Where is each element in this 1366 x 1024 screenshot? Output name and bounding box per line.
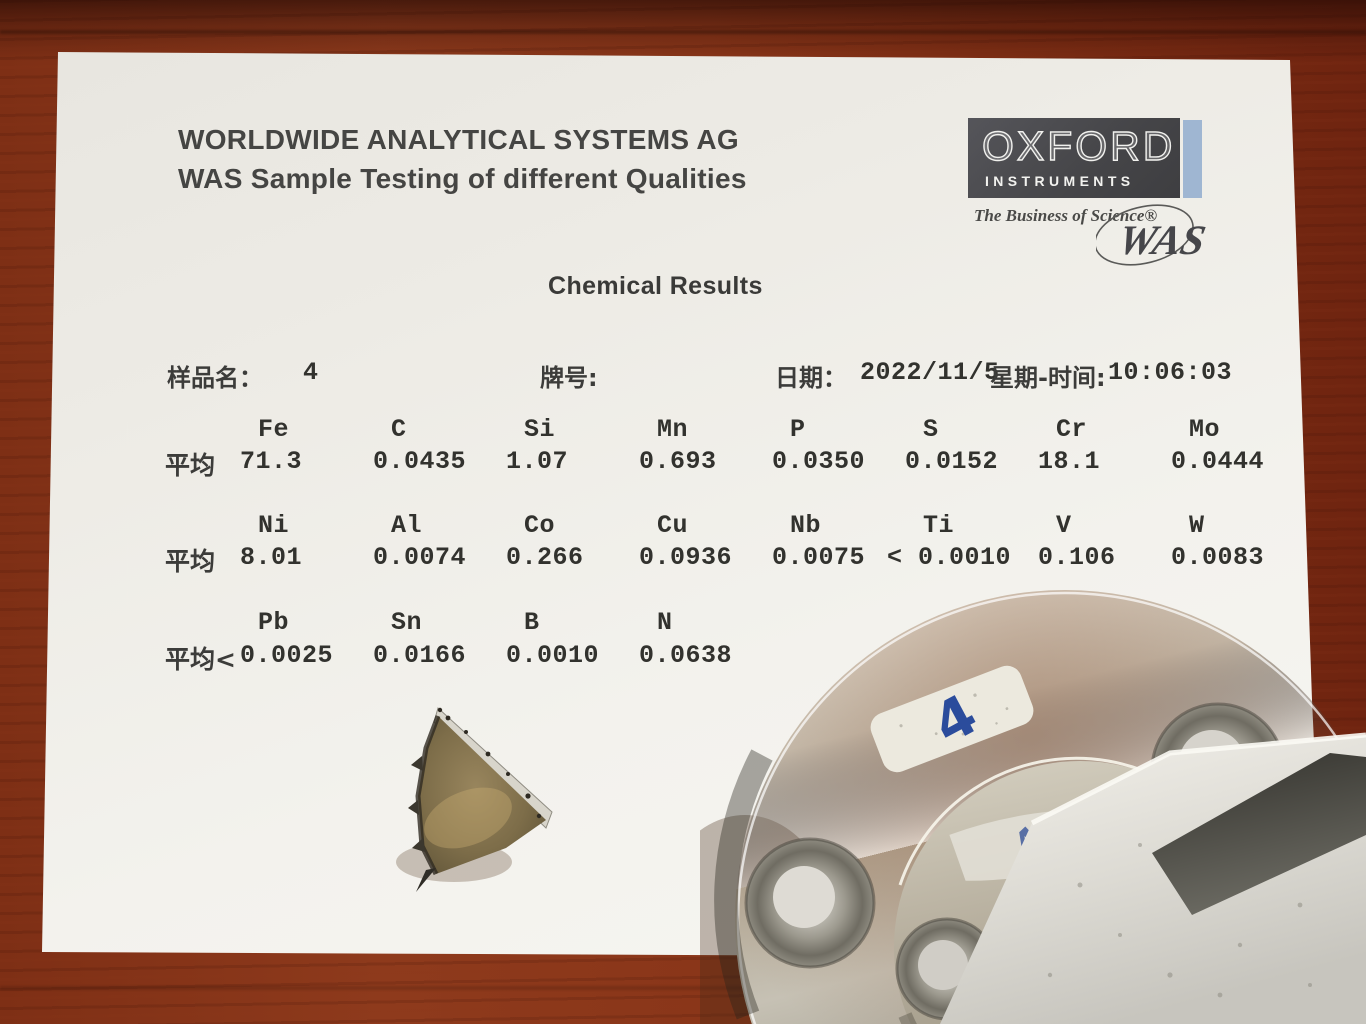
element-header-row: Fe C Si Mn P S Cr Mo xyxy=(210,415,1274,444)
logo-box xyxy=(968,118,1180,198)
sticker-label xyxy=(870,665,1034,773)
metal-sample-wedge xyxy=(396,707,553,892)
average-value-row: 平均< 0.0025 0.0166 0.0010 0.0638 xyxy=(165,641,742,674)
element-value: 0.0074 xyxy=(373,543,467,572)
sample-name-value: 4 xyxy=(303,358,319,387)
element-symbol: Mo xyxy=(1189,415,1221,444)
overlapping-grey-object xyxy=(940,732,1366,1024)
grey-object-speckles xyxy=(1047,843,1312,998)
element-value: 0.266 xyxy=(506,543,584,572)
logo-blue-bar xyxy=(1183,120,1202,198)
element-value: 0.0936 xyxy=(639,543,733,572)
average-label: 平均 xyxy=(165,547,216,576)
element-value: < 0.0010 xyxy=(887,543,1012,572)
element-symbol: N xyxy=(657,608,673,637)
element-header-row: Pb Sn B N xyxy=(210,608,742,637)
element-symbol: V xyxy=(1056,511,1072,540)
wood-grain-streak xyxy=(0,986,1366,990)
element-value: 8.01 xyxy=(240,543,303,572)
wood-grain-streak xyxy=(0,30,1366,34)
element-value: 0.0166 xyxy=(373,641,467,670)
logo-sub-text: INSTRUMENTS xyxy=(985,173,1135,189)
flange-rim-highlight xyxy=(736,591,1366,1024)
element-header-row: Ni Al Co Cu Nb Ti V W xyxy=(210,511,1274,540)
logo-tagline: The Business of Science® xyxy=(974,206,1158,225)
element-symbol: Ti xyxy=(923,511,955,540)
element-symbol: C xyxy=(391,415,407,444)
element-value: 1.07 xyxy=(506,447,569,476)
weekday-time-label: 星期-时间: xyxy=(990,364,1106,392)
average-value-row: 平均 8.01 0.0074 0.266 0.0936 0.0075 < 0.0… xyxy=(165,543,1274,576)
wedge-sheen xyxy=(424,787,512,849)
logo-brand-text: OXFORD xyxy=(981,122,1176,169)
element-symbol: B xyxy=(524,608,540,637)
element-value: 0.0638 xyxy=(639,641,733,670)
element-symbol: Co xyxy=(524,511,556,540)
element-symbol: Nb xyxy=(790,511,822,540)
element-value: 0.0083 xyxy=(1171,543,1265,572)
wedge-face xyxy=(418,716,546,874)
element-value: 18.1 xyxy=(1038,447,1101,476)
was-ellipse xyxy=(1096,204,1194,266)
element-symbol: P xyxy=(790,415,806,444)
element-symbol: Cu xyxy=(657,511,689,540)
page-title: Chemical Results xyxy=(548,272,763,300)
grey-object-edge-highlight xyxy=(1030,732,1366,826)
element-symbol: Mn xyxy=(657,415,689,444)
element-value: 0.0010 xyxy=(506,641,600,670)
element-symbol: Cr xyxy=(1056,415,1088,444)
element-symbol: Al xyxy=(391,511,423,540)
element-value: 0.0350 xyxy=(772,447,866,476)
element-symbol: W xyxy=(1189,511,1205,540)
element-symbol: Ni xyxy=(258,511,290,540)
average-value-row: 平均 71.3 0.0435 1.07 0.693 0.0350 0.0152 … xyxy=(165,447,1274,480)
wedge-burn-specks xyxy=(437,707,542,819)
was-logo: WAS xyxy=(1096,204,1209,266)
report-subtitle: WAS Sample Testing of different Qualitie… xyxy=(178,163,747,194)
flange-dark-reflection xyxy=(714,749,773,1020)
date-value: 2022/11/5 xyxy=(860,358,1000,387)
element-value: 71.3 xyxy=(240,447,303,476)
sample-number-sticker: 4 xyxy=(870,665,1034,773)
was-letters: WAS xyxy=(1114,217,1209,263)
flange-hole xyxy=(744,837,876,969)
sample-name-label: 样品名： xyxy=(167,364,263,392)
element-value: 0.0444 xyxy=(1171,447,1265,476)
element-value: 0.0435 xyxy=(373,447,467,476)
element-symbol: Pb xyxy=(258,608,290,637)
element-value: 0.0075 xyxy=(772,543,866,572)
element-value: 0.0152 xyxy=(905,447,999,476)
grade-label: 牌号: xyxy=(540,364,598,392)
sticker-speckles xyxy=(899,693,1009,736)
date-label: 日期： xyxy=(775,364,847,392)
metal-flange-part: 4 4 xyxy=(700,590,1366,1024)
element-symbol: Sn xyxy=(391,608,423,637)
element-value: 0.693 xyxy=(639,447,717,476)
element-value: 0.0025 xyxy=(240,641,334,670)
element-symbol: S xyxy=(923,415,939,444)
wedge-jagged-edge xyxy=(408,756,425,852)
grey-object-dark-band xyxy=(1152,753,1366,915)
average-label: 平均 xyxy=(165,451,216,480)
element-value: 0.106 xyxy=(1038,543,1116,572)
element-symbol: Si xyxy=(524,415,556,444)
average-label-less-than: 平均< xyxy=(165,645,236,674)
time-value: 10:06:03 xyxy=(1108,358,1233,387)
element-symbol: Fe xyxy=(258,415,290,444)
wedge-dark-rim xyxy=(415,715,441,876)
wedge-tip xyxy=(416,868,436,892)
company-name: WORLDWIDE ANALYTICAL SYSTEMS AG xyxy=(178,124,740,155)
